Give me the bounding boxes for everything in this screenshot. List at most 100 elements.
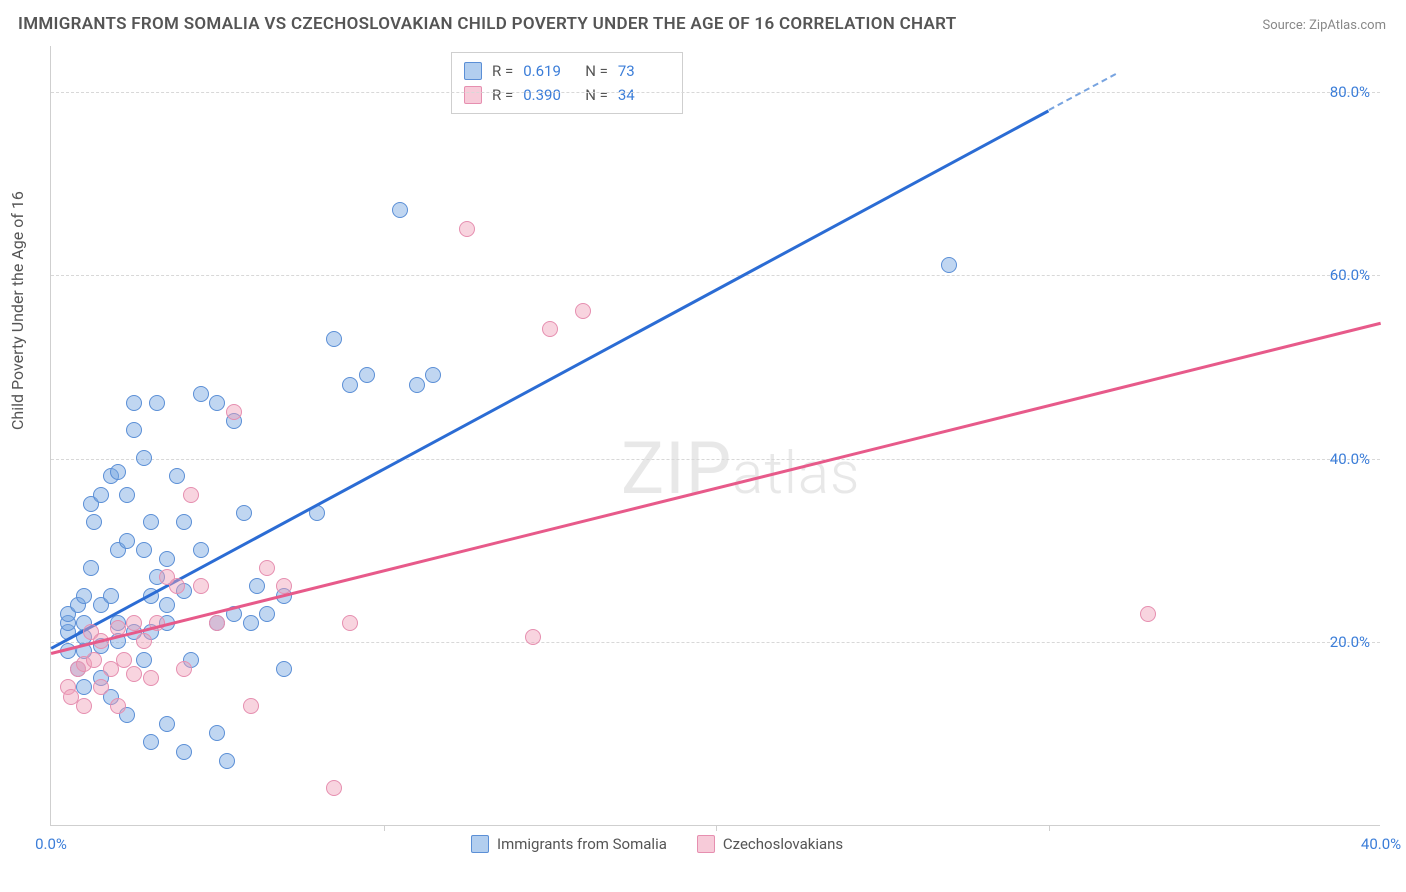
stat-label: N = <box>585 86 608 104</box>
chart-plot-area: ZIPatlas R =0.619N =73R =0.390N =34 Immi… <box>50 46 1380 826</box>
data-point <box>176 514 192 530</box>
data-point <box>326 331 342 347</box>
legend-item: Czechoslovakians <box>697 835 843 853</box>
y-axis-label: Child Poverty Under the Age of 16 <box>8 191 27 430</box>
data-point <box>409 377 425 393</box>
data-point <box>103 588 119 604</box>
data-point <box>183 487 199 503</box>
gridline-horizontal <box>51 459 1380 460</box>
gridline-horizontal <box>51 92 1380 93</box>
gridline-horizontal <box>51 275 1380 276</box>
data-point <box>126 395 142 411</box>
legend-swatch <box>464 86 482 104</box>
data-point <box>193 542 209 558</box>
x-tick-label: 40.0% <box>1361 835 1401 853</box>
data-point <box>119 487 135 503</box>
y-tick-label: 80.0% <box>1330 83 1370 101</box>
stat-label: R = <box>492 86 513 104</box>
data-point <box>326 780 342 796</box>
data-point <box>126 666 142 682</box>
data-point <box>236 505 252 521</box>
data-point <box>459 221 475 237</box>
data-point <box>259 606 275 622</box>
x-tick-mark <box>384 825 385 831</box>
data-point <box>169 468 185 484</box>
data-point <box>392 202 408 218</box>
data-point <box>110 698 126 714</box>
data-point <box>941 257 957 273</box>
data-point <box>159 551 175 567</box>
data-point <box>209 725 225 741</box>
x-tick-label: 0.0% <box>35 835 67 853</box>
data-point <box>76 679 92 695</box>
data-point <box>425 367 441 383</box>
data-point <box>193 578 209 594</box>
stats-row: R = 0.619 N = 73 <box>464 59 670 83</box>
y-tick-label: 40.0% <box>1330 450 1370 468</box>
data-point <box>83 560 99 576</box>
legend-item: Immigrants from Somalia <box>471 835 667 853</box>
data-point <box>126 422 142 438</box>
stat-value: 0.619 <box>523 62 575 80</box>
chart-title: IMMIGRANTS FROM SOMALIA VS CZECHOSLOVAKI… <box>18 14 956 34</box>
data-point <box>136 542 152 558</box>
stats-row: R = 0.390 N = 34 <box>464 83 670 107</box>
data-point <box>542 321 558 337</box>
stat-value: 0.390 <box>523 86 575 104</box>
data-point <box>76 698 92 714</box>
data-point <box>226 404 242 420</box>
x-tick-mark <box>716 825 717 831</box>
data-point <box>342 377 358 393</box>
stat-label: R = <box>492 62 513 80</box>
data-point <box>209 615 225 631</box>
data-point <box>143 670 159 686</box>
stat-label: N = <box>585 62 608 80</box>
data-point <box>76 588 92 604</box>
y-tick-label: 20.0% <box>1330 633 1370 651</box>
data-point <box>136 652 152 668</box>
data-point <box>86 514 102 530</box>
data-point <box>243 698 259 714</box>
data-point <box>119 533 135 549</box>
data-point <box>143 734 159 750</box>
data-point <box>159 597 175 613</box>
data-point <box>169 578 185 594</box>
stats-legend-box: R = 0.619 N = 73 R = 0.390 N = 34 <box>451 52 683 114</box>
y-tick-label: 60.0% <box>1330 266 1370 284</box>
data-point <box>143 514 159 530</box>
data-point <box>93 487 109 503</box>
x-tick-mark <box>1049 825 1050 831</box>
watermark: ZIPatlas <box>621 426 860 511</box>
data-point <box>525 629 541 645</box>
data-point <box>193 386 209 402</box>
stat-value: 73 <box>618 62 670 80</box>
trend-line <box>51 321 1382 654</box>
data-point <box>209 395 225 411</box>
data-point <box>93 679 109 695</box>
data-point <box>159 716 175 732</box>
data-point <box>136 450 152 466</box>
data-point <box>86 652 102 668</box>
data-point <box>243 615 259 631</box>
legend-swatch <box>464 62 482 80</box>
data-point <box>110 464 126 480</box>
data-point <box>249 578 265 594</box>
legend-swatch <box>697 835 715 853</box>
data-point <box>176 744 192 760</box>
data-point <box>259 560 275 576</box>
source-attribution: Source: ZipAtlas.com <box>1262 18 1386 33</box>
data-point <box>1140 606 1156 622</box>
stat-value: 34 <box>618 86 670 104</box>
data-point <box>149 395 165 411</box>
gridline-horizontal <box>51 642 1380 643</box>
trend-line <box>50 110 1049 650</box>
data-point <box>276 661 292 677</box>
data-point <box>219 753 235 769</box>
legend-label: Immigrants from Somalia <box>497 835 667 853</box>
data-point <box>575 303 591 319</box>
data-point <box>136 633 152 649</box>
data-point <box>176 661 192 677</box>
legend-swatch <box>471 835 489 853</box>
series-legend: Immigrants from Somalia Czechoslovakians <box>471 835 843 853</box>
legend-label: Czechoslovakians <box>723 835 843 853</box>
